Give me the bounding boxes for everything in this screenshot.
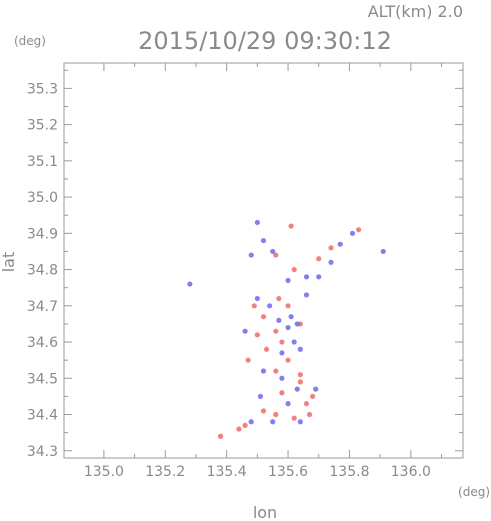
data-point	[285, 357, 291, 363]
x-tick-label: 135.0	[84, 464, 124, 480]
x-tick-label: 136.0	[391, 464, 431, 480]
data-point	[270, 419, 276, 425]
chart-title: 2015/10/29 09:30:12	[138, 27, 392, 55]
data-point	[273, 411, 279, 418]
data-point	[276, 295, 282, 302]
data-point	[248, 419, 254, 425]
data-point	[254, 295, 260, 302]
data-point	[260, 237, 267, 244]
data-point	[291, 339, 297, 345]
x-unit-label: (deg)	[458, 485, 490, 499]
data-point	[260, 314, 267, 320]
data-point	[260, 368, 267, 374]
data-point	[285, 324, 291, 331]
data-point	[310, 393, 316, 399]
chart-subtitle: ALT(km) 2.0	[368, 2, 463, 21]
data-point	[285, 277, 291, 284]
y-unit-label: (deg)	[14, 34, 46, 48]
data-point	[270, 248, 276, 255]
data-point	[242, 422, 248, 428]
data-point	[273, 252, 279, 258]
data-point	[248, 252, 254, 258]
y-tick-label: 35.3	[27, 81, 58, 97]
data-point	[273, 328, 279, 334]
data-point	[251, 303, 257, 309]
data-point	[328, 259, 334, 265]
y-tick-label: 35.2	[27, 118, 58, 134]
data-point	[254, 219, 260, 226]
data-point	[316, 256, 322, 262]
data-point	[279, 350, 285, 356]
plot-frame	[63, 62, 464, 459]
data-point	[263, 346, 270, 352]
data-point	[291, 266, 297, 273]
data-point	[303, 274, 310, 280]
data-point	[217, 433, 224, 439]
data-point	[245, 357, 251, 363]
y-tick-label: 34.6	[27, 335, 58, 351]
data-point	[288, 314, 294, 320]
data-point	[257, 393, 264, 399]
data-point	[276, 317, 282, 323]
y-tick-label: 35.1	[27, 154, 58, 170]
data-point	[285, 401, 291, 407]
data-point	[303, 401, 310, 407]
y-tick-label: 34.3	[27, 444, 58, 460]
x-tick-label: 135.2	[145, 464, 185, 480]
data-point	[260, 408, 267, 414]
data-point	[297, 419, 303, 425]
y-axis-label: lat	[0, 252, 18, 273]
axis-ticks: 135.0 135.2 135.4 135.6 135.8 136.0 34.3 34.4 34…	[27, 63, 463, 480]
data-point	[294, 386, 300, 392]
data-points	[187, 219, 386, 439]
data-point	[303, 292, 310, 298]
data-point	[337, 241, 343, 247]
data-point	[187, 281, 193, 287]
data-point	[356, 227, 362, 233]
data-point	[328, 245, 334, 251]
data-point	[254, 332, 260, 338]
data-point	[285, 303, 291, 309]
data-point	[279, 390, 285, 396]
data-point	[279, 375, 285, 381]
data-point	[242, 328, 248, 334]
data-point	[306, 411, 313, 418]
data-point	[313, 386, 319, 392]
y-tick-label: 34.5	[27, 371, 58, 387]
data-point	[288, 223, 294, 229]
data-point	[316, 274, 322, 280]
data-point	[297, 372, 303, 378]
data-point	[349, 230, 356, 236]
y-tick-label: 34.8	[27, 263, 58, 279]
y-tick-label: 34.4	[27, 408, 58, 424]
data-point	[380, 248, 386, 255]
data-point	[291, 415, 297, 421]
data-point	[297, 379, 303, 385]
x-tick-label: 135.6	[268, 464, 308, 480]
data-point	[267, 303, 273, 309]
x-tick-label: 135.8	[329, 464, 369, 480]
x-tick-label: 135.4	[207, 464, 247, 480]
y-tick-label: 35.0	[27, 190, 58, 206]
data-point	[236, 426, 242, 432]
data-point	[273, 368, 279, 374]
data-point	[294, 321, 300, 327]
data-point	[279, 339, 285, 345]
x-axis-label: lon	[253, 503, 277, 521]
y-tick-label: 34.7	[27, 299, 58, 315]
y-tick-label: 34.9	[27, 226, 58, 242]
data-point	[297, 346, 303, 352]
